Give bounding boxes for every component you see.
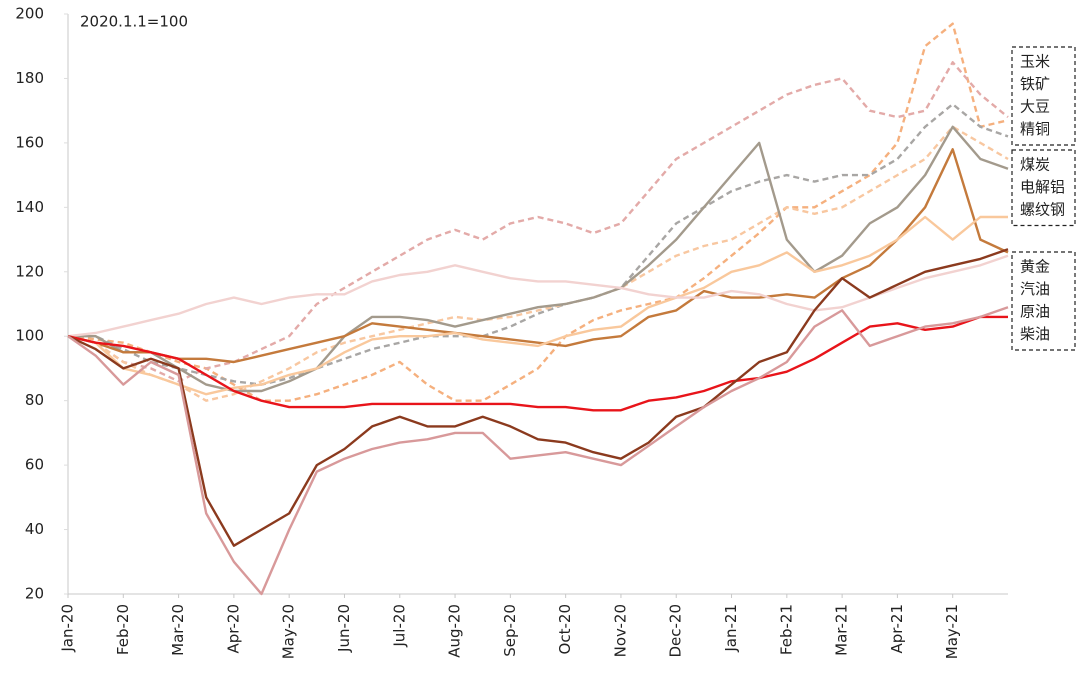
legend-label: 精铜 — [1020, 120, 1050, 138]
y-tick-label: 200 — [15, 5, 44, 23]
series-line — [67, 61, 1009, 383]
legend-label: 黄金 — [1020, 258, 1050, 276]
x-tick-label: Jun-20 — [335, 604, 353, 653]
x-tick-label: Nov-20 — [611, 604, 629, 657]
series-line — [67, 254, 1009, 338]
x-tick-label: Apr-21 — [888, 604, 906, 654]
y-tick-label: 160 — [15, 133, 44, 151]
y-tick-label: 140 — [15, 198, 44, 216]
x-tick-label: Jan-20 — [59, 604, 77, 653]
y-tick-label: 20 — [25, 585, 44, 603]
x-tick-label: Mar-21 — [833, 604, 851, 656]
annotation: 2020.1.1=100 — [80, 13, 188, 31]
x-tick-label: Apr-20 — [224, 604, 242, 654]
series-line — [67, 248, 1009, 547]
x-tick-label: May-20 — [280, 604, 298, 659]
series-line — [67, 148, 1009, 364]
legend-label: 汽油 — [1020, 280, 1050, 298]
x-tick-label: Jan-21 — [722, 604, 740, 653]
series-line — [68, 103, 1009, 386]
x-tick-label: Dec-20 — [667, 604, 685, 658]
x-tick-label: Feb-21 — [777, 604, 795, 655]
legend-label: 原油 — [1020, 303, 1050, 321]
legend-label: 螺纹钢 — [1020, 201, 1065, 219]
series-line — [68, 125, 1009, 393]
y-tick-label: 180 — [15, 69, 44, 87]
y-tick-label: 80 — [25, 391, 44, 409]
legend-label: 玉米 — [1020, 53, 1050, 71]
legend-box — [1011, 251, 1076, 351]
x-tick-label: Oct-20 — [556, 604, 574, 654]
series-line — [67, 125, 1009, 402]
legend-label: 大豆 — [1020, 98, 1050, 116]
x-tick-label: Sep-20 — [501, 604, 519, 657]
y-tick-label: 100 — [15, 327, 44, 345]
series-line — [67, 315, 1008, 412]
legend-box — [1011, 149, 1076, 227]
x-tick-label: Feb-20 — [114, 604, 132, 655]
y-tick-label: 120 — [15, 262, 44, 280]
x-tick-label: Jul-20 — [390, 604, 408, 648]
legend-label: 煤炭 — [1020, 156, 1050, 174]
series-line — [67, 306, 1009, 596]
x-tick-label: Mar-20 — [169, 604, 187, 656]
legend-box — [1011, 46, 1076, 146]
legend-label: 柴油 — [1020, 325, 1050, 343]
legend-label: 铁矿 — [1020, 75, 1050, 93]
x-tick-label: Aug-20 — [446, 604, 464, 658]
y-tick-label: 40 — [25, 520, 44, 538]
series-line — [67, 215, 1008, 396]
x-tick-label: May-21 — [943, 604, 961, 659]
legend-label: 电解铝 — [1020, 178, 1065, 196]
y-tick-label: 60 — [25, 456, 44, 474]
